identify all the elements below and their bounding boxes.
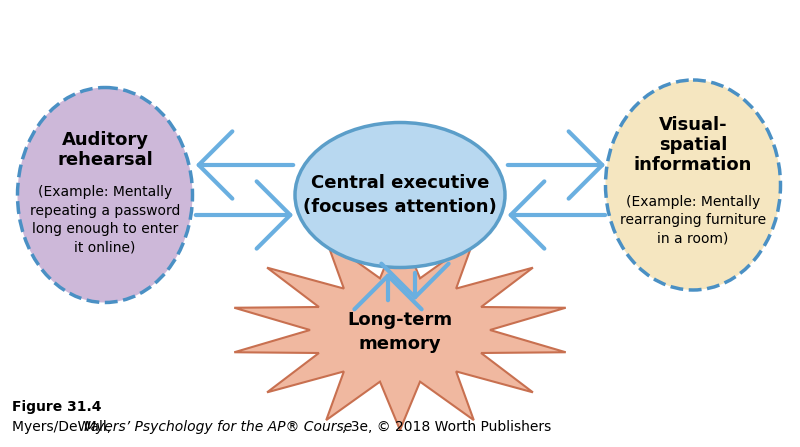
Ellipse shape: [18, 88, 193, 303]
Text: memory: memory: [358, 335, 442, 353]
Text: , 3e, © 2018 Worth Publishers: , 3e, © 2018 Worth Publishers: [342, 420, 551, 434]
Text: (Example: Mentally
rearranging furniture
in a room): (Example: Mentally rearranging furniture…: [620, 194, 766, 245]
Text: (focuses attention): (focuses attention): [303, 198, 497, 216]
Text: rehearsal: rehearsal: [57, 151, 153, 169]
Text: Visual-: Visual-: [658, 116, 727, 134]
Text: Auditory: Auditory: [62, 131, 149, 149]
Text: Long-term: Long-term: [347, 311, 453, 329]
Ellipse shape: [295, 122, 505, 267]
Text: Figure 31.4: Figure 31.4: [12, 400, 102, 414]
Ellipse shape: [606, 80, 781, 290]
Polygon shape: [234, 230, 566, 430]
Text: information: information: [634, 156, 752, 174]
Text: (Example: Mentally
repeating a password
long enough to enter
it online): (Example: Mentally repeating a password …: [30, 186, 180, 255]
Text: spatial: spatial: [659, 136, 727, 154]
Text: Central executive: Central executive: [311, 174, 489, 192]
Text: Myers’ Psychology for the AP® Course: Myers’ Psychology for the AP® Course: [84, 420, 352, 434]
Text: Myers/DeWall,: Myers/DeWall,: [12, 420, 115, 434]
